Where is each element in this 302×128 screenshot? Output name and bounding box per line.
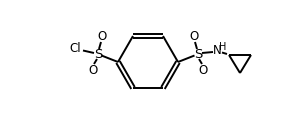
Text: O: O <box>198 65 208 77</box>
Text: H: H <box>219 42 227 52</box>
Text: O: O <box>88 65 98 77</box>
Text: Cl: Cl <box>69 42 81 56</box>
Text: O: O <box>189 29 199 42</box>
Text: S: S <box>94 47 102 61</box>
Text: S: S <box>194 47 202 61</box>
Text: O: O <box>97 29 107 42</box>
Text: N: N <box>213 45 221 57</box>
